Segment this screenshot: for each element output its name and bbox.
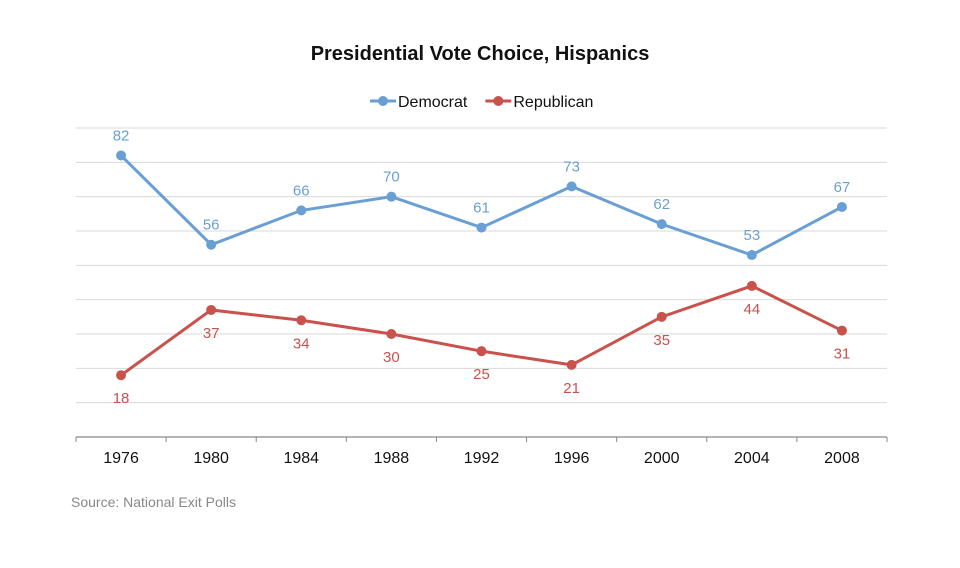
data-label: 67 bbox=[834, 179, 851, 196]
legend-label: Democrat bbox=[398, 94, 468, 111]
legend: Democrat Republican bbox=[370, 94, 593, 111]
data-point bbox=[206, 304, 217, 315]
data-point bbox=[566, 359, 577, 370]
data-label: 25 bbox=[473, 366, 490, 383]
source-note: Source: National Exit Polls bbox=[71, 494, 236, 510]
x-tick-label: 2000 bbox=[644, 450, 680, 467]
data-point bbox=[116, 370, 127, 381]
x-tick-label: 2004 bbox=[734, 450, 770, 467]
data-label: 37 bbox=[203, 325, 220, 342]
series: 82 56 66 70 61 73 62 53 67 18 37 34 30 25 21 35 44 31 bbox=[113, 127, 851, 407]
data-label: 62 bbox=[653, 196, 670, 213]
data-point bbox=[836, 201, 847, 212]
data-label: 61 bbox=[473, 200, 490, 217]
data-point bbox=[296, 315, 307, 326]
data-label: 82 bbox=[113, 127, 130, 144]
data-label: 35 bbox=[653, 332, 670, 349]
data-label: 31 bbox=[834, 346, 851, 363]
x-tick-label: 1996 bbox=[554, 450, 590, 467]
data-point bbox=[566, 181, 577, 192]
data-point bbox=[656, 311, 667, 322]
x-axis: 1976 1980 1984 1988 1992 1996 2000 2004 2008 bbox=[75, 436, 888, 467]
x-tick-label: 1980 bbox=[193, 450, 229, 467]
data-point bbox=[296, 205, 307, 216]
data-point bbox=[206, 239, 217, 250]
data-label: 21 bbox=[563, 380, 580, 397]
data-point bbox=[476, 346, 487, 357]
data-label: 70 bbox=[383, 169, 400, 186]
data-label: 34 bbox=[293, 335, 310, 352]
data-point bbox=[746, 250, 757, 261]
data-point bbox=[386, 191, 397, 202]
x-tick-label: 1988 bbox=[374, 450, 410, 467]
data-label: 53 bbox=[743, 227, 760, 244]
data-label: 56 bbox=[203, 217, 220, 234]
legend-marker bbox=[493, 96, 504, 106]
chart-title: Presidential Vote Choice, Hispanics bbox=[311, 43, 650, 65]
data-point bbox=[116, 150, 127, 161]
legend-label: Republican bbox=[513, 94, 593, 111]
x-tick-label: 2008 bbox=[824, 450, 860, 467]
data-label: 44 bbox=[743, 301, 760, 318]
x-tick-label: 1992 bbox=[464, 450, 500, 467]
data-point bbox=[476, 222, 487, 233]
x-tick-label: 1976 bbox=[103, 450, 139, 467]
data-label: 18 bbox=[113, 390, 130, 407]
data-point bbox=[836, 325, 847, 336]
data-label: 30 bbox=[383, 349, 400, 366]
series-democrat: 82 56 66 70 61 73 62 53 67 bbox=[113, 127, 851, 261]
x-tick-label: 1984 bbox=[283, 450, 319, 467]
series-republican: 18 37 34 30 25 21 35 44 31 bbox=[113, 280, 851, 407]
data-point bbox=[386, 329, 397, 339]
data-label: 66 bbox=[293, 182, 310, 199]
data-point bbox=[746, 280, 757, 291]
data-label: 73 bbox=[563, 158, 580, 175]
gridlines bbox=[76, 127, 887, 404]
legend-marker bbox=[378, 96, 388, 106]
data-point bbox=[656, 219, 667, 230]
